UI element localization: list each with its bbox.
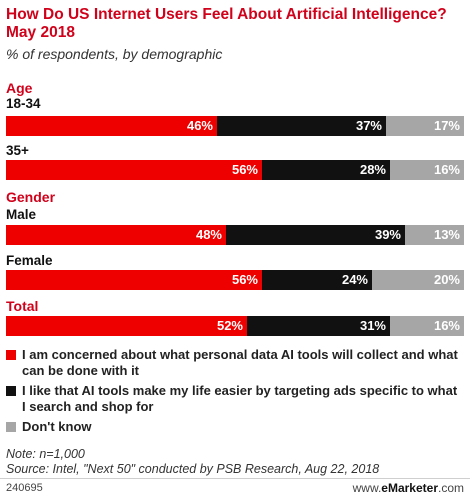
row-label-gender-female: Female [6, 253, 53, 268]
source-text: Source: Intel, "Next 50" conducted by PS… [6, 462, 380, 476]
bar-segment-gender-male-s3: 13% [405, 225, 464, 245]
bar-age-35: 56% 28% 16% [6, 160, 464, 180]
row-label-age-35: 35+ [6, 143, 29, 158]
bar-segment-age-35-s1: 56% [6, 160, 262, 180]
bar-age-18-34: 46% 37% 17% [6, 116, 464, 136]
bar-segment-total-s1: 52% [6, 316, 247, 336]
bar-total: 52% 31% 16% [6, 316, 464, 336]
legend-swatch-3 [6, 422, 16, 432]
bar-segment-gender-male-s1: 48% [6, 225, 226, 245]
brand-prefix: www. [352, 481, 382, 495]
chart-subtitle: % of respondents, by demographic [6, 46, 223, 62]
bar-gender-female: 56% 24% 20% [6, 270, 464, 290]
bar-segment-age-35-s3: 16% [390, 160, 464, 180]
bar-segment-gender-male-s2: 39% [226, 225, 405, 245]
group-label-gender: Gender [6, 189, 56, 205]
group-label-age: Age [6, 80, 33, 96]
bar-segment-gender-female-s3: 20% [372, 270, 464, 290]
chart-legend: I am concerned about what personal data … [6, 347, 464, 439]
group-label-total: Total [6, 298, 39, 314]
chart-title: How Do US Internet Users Feel About Arti… [6, 6, 447, 41]
bar-segment-gender-female-s2: 24% [262, 270, 372, 290]
legend-swatch-1 [6, 350, 16, 360]
legend-label-2: I like that AI tools make my life easier… [22, 383, 458, 414]
bar-gender-male: 48% 39% 13% [6, 225, 464, 245]
legend-swatch-2 [6, 386, 16, 396]
brand-suffix: .com [437, 481, 464, 495]
bar-segment-age-18-34-s2: 37% [217, 116, 386, 136]
chart-notes: Note: n=1,000 Source: Intel, "Next 50" c… [6, 447, 379, 477]
brand-name: eMarketer [381, 481, 438, 495]
legend-label-1: I am concerned about what personal data … [22, 347, 458, 378]
bar-segment-age-18-34-s1: 46% [6, 116, 217, 136]
legend-item-1: I am concerned about what personal data … [6, 347, 464, 379]
legend-item-2: I like that AI tools make my life easier… [6, 383, 464, 415]
bar-segment-age-35-s2: 28% [262, 160, 390, 180]
row-label-age-18-34: 18-34 [6, 96, 41, 111]
note-text: Note: n=1,000 [6, 447, 85, 461]
row-label-gender-male: Male [6, 207, 37, 222]
chart-id: 240695 [6, 482, 43, 494]
bar-segment-total-s3: 16% [390, 316, 464, 336]
bar-segment-gender-female-s1: 56% [6, 270, 262, 290]
legend-label-3: Don't know [22, 419, 92, 434]
brand-logo: www.eMarketer.com [353, 481, 464, 495]
bar-segment-total-s2: 31% [247, 316, 390, 336]
legend-item-3: Don't know [6, 419, 464, 435]
bar-segment-age-18-34-s3: 17% [386, 116, 464, 136]
footer-divider [0, 478, 470, 479]
